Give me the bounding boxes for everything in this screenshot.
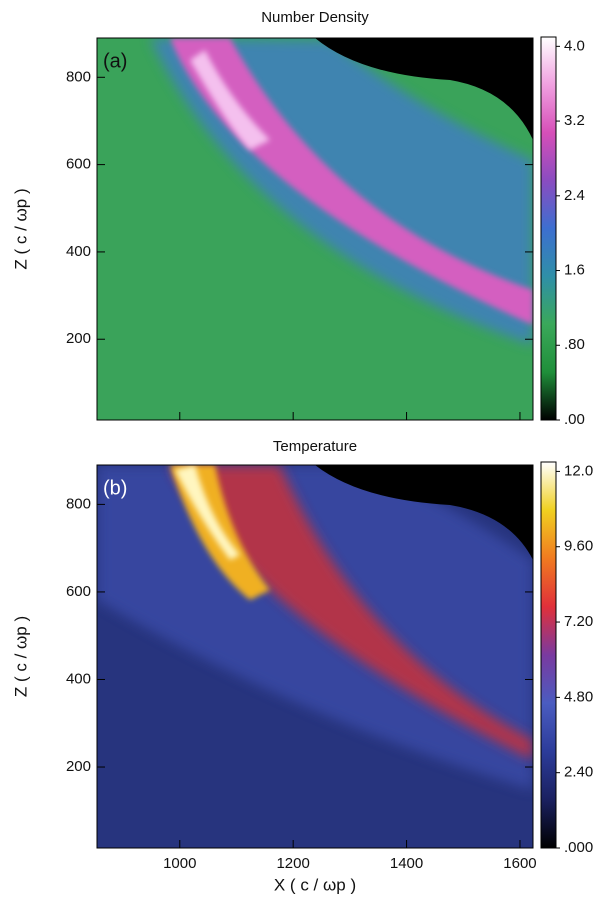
colorbar-tick-label: .80 [564,336,585,353]
colorbar [540,36,557,421]
y-tick-label: 400 [66,243,91,260]
y-tick-label: 600 [66,156,91,173]
y-axis-label: Z ( c / ωp ) [11,616,30,697]
colorbar-tick-label: .00 [564,411,585,428]
x-axis-label: X ( c / ωp ) [274,875,356,894]
y-tick-label: 800 [66,68,91,85]
y-axis-label: Z ( c / ωp ) [11,188,30,269]
colorbar-tick-label: 9.60 [564,538,593,555]
chart-title: Number Density [261,9,369,26]
colorbar-tick-label: 3.2 [564,112,585,129]
colorbar-tick-label: 4.80 [564,688,593,705]
panel-label: (a) [103,50,127,72]
colorbar-tick-label: 2.40 [564,764,593,781]
heatmap-image [97,465,533,848]
colorbar-tick-label: 4.0 [564,37,585,54]
y-tick-label: 800 [66,495,91,512]
panel-label: (b) [103,477,127,499]
plot-frame [96,464,534,849]
colorbar-tick-label: 2.4 [564,187,585,204]
y-tick-label: 200 [66,758,91,775]
y-tick-label: 600 [66,583,91,600]
colorbar-tick-label: 1.6 [564,262,585,279]
colorbar-tick-label: 12.0 [564,462,593,479]
colorbar-tick-label: 7.20 [564,613,593,630]
colorbar-tick-label: .000 [564,839,593,856]
chart-title: Temperature [273,438,357,455]
heatmap-image [97,38,533,420]
x-tick-label: 1200 [276,855,309,872]
y-tick-label: 400 [66,670,91,687]
x-tick-label: 1400 [390,855,423,872]
x-tick-label: 1000 [163,855,196,872]
y-tick-label: 200 [66,330,91,347]
plot-frame [96,37,534,421]
colorbar [540,461,557,849]
x-tick-label: 1600 [503,855,536,872]
